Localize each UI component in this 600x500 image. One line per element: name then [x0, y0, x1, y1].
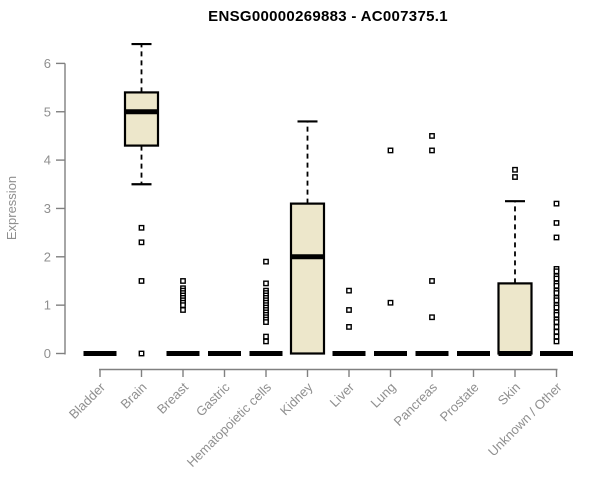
outlier-point — [553, 319, 560, 325]
outlier-point — [553, 282, 560, 289]
outlier-point — [553, 297, 560, 304]
outlier-point — [553, 324, 560, 330]
outlier-point — [138, 224, 145, 231]
outlier-point — [138, 350, 145, 357]
y-tick-label: 2 — [44, 249, 51, 264]
outlier-point — [346, 287, 352, 294]
x-tick-label-lung: Lung — [368, 380, 399, 411]
outlier-point — [553, 311, 560, 318]
outlier-point — [263, 338, 269, 345]
outlier-point — [346, 307, 352, 313]
x-tick-label-kidney: Kidney — [277, 379, 316, 418]
boxplot-unknown-other — [540, 200, 573, 356]
y-axis-label: Expression — [4, 176, 19, 240]
boxplot-hematopoietic-cells — [249, 258, 283, 356]
outlier-point — [263, 319, 269, 325]
x-tick-label-gastric: Gastric — [193, 379, 233, 419]
outlier-point — [180, 278, 186, 284]
x-tick-label-unknown-other: Unknown / Other — [485, 379, 565, 459]
x-tick-label-liver: Liver — [327, 379, 358, 410]
outlier-point — [180, 307, 186, 313]
outlier-point — [263, 258, 269, 265]
outlier-point — [512, 166, 518, 173]
outlier-point — [429, 278, 435, 284]
outlier-point — [429, 133, 435, 139]
box — [123, 91, 160, 147]
boxes — [83, 42, 573, 357]
x-tick-label-prostate: Prostate — [437, 380, 482, 425]
boxplot-skin — [497, 166, 533, 356]
outlier-point — [553, 328, 560, 335]
y-tick-label: 3 — [44, 201, 51, 216]
y-tick-label: 4 — [44, 153, 51, 168]
boxplot-brain — [123, 42, 160, 357]
outlier-point — [553, 304, 560, 311]
x-tick-label-skin: Skin — [495, 380, 523, 408]
x-tick-label-pancreas: Pancreas — [391, 379, 441, 429]
outlier-point — [553, 268, 560, 275]
outlier-point — [180, 302, 186, 309]
box — [497, 282, 533, 355]
outlier-point — [387, 147, 394, 154]
outlier-point — [553, 200, 560, 207]
boxplot-breast — [166, 278, 200, 356]
outlier-point — [263, 333, 269, 340]
outlier-point — [263, 280, 269, 287]
y-tick-label: 1 — [44, 298, 51, 313]
x-tick-label-bladder: Bladder — [66, 379, 109, 422]
outlier-point — [553, 234, 560, 241]
outlier-point — [553, 333, 560, 340]
outlier-point — [553, 220, 560, 226]
chart-title: ENSG00000269883 - AC007375.1 — [208, 8, 448, 25]
x-tick-label-brain: Brain — [118, 380, 150, 412]
box — [289, 202, 326, 355]
boxplot-pancreas — [415, 133, 449, 356]
y-tick-label: 5 — [44, 104, 51, 119]
outlier-point — [138, 239, 145, 246]
boxplot-kidney — [289, 120, 326, 355]
x-tick-label-breast: Breast — [154, 379, 191, 416]
outlier-point — [553, 290, 560, 296]
boxplot-lung — [374, 147, 407, 356]
outlier-point — [429, 314, 435, 321]
y-tick-label: 6 — [44, 56, 51, 71]
outlier-point — [429, 147, 435, 154]
outlier-point — [138, 278, 145, 284]
y-tick-label: 0 — [44, 346, 51, 361]
outlier-point — [553, 338, 560, 345]
outlier-point — [346, 324, 352, 330]
outlier-point — [387, 299, 394, 306]
outlier-point — [553, 275, 560, 282]
boxplot-liver — [332, 287, 366, 356]
outlier-point — [512, 174, 518, 180]
